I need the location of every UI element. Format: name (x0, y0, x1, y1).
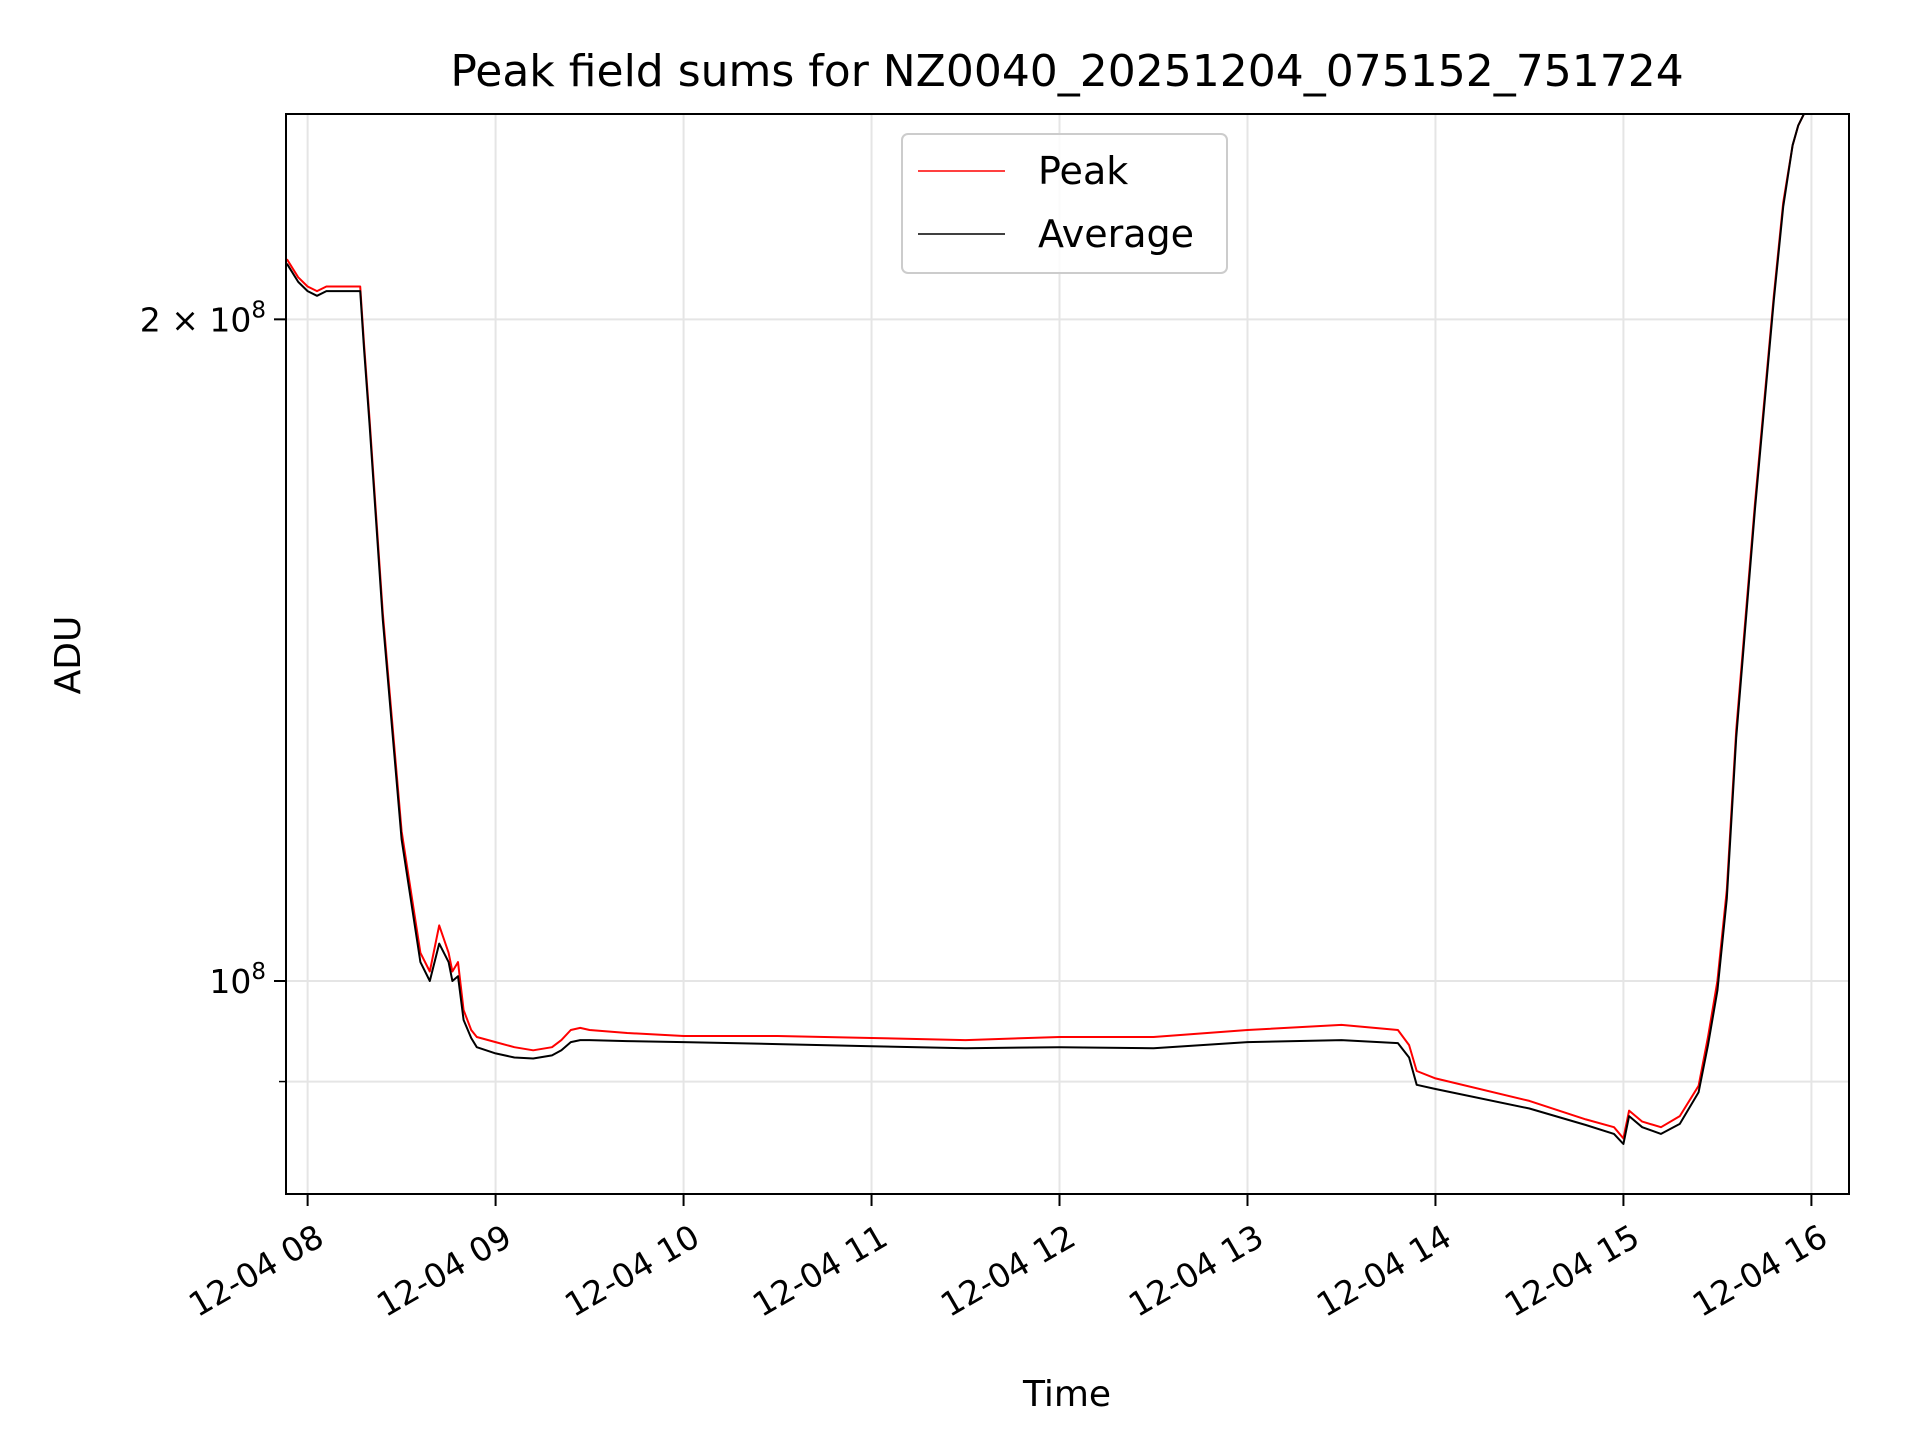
x-tick-label: 12-04 12 (934, 1217, 1082, 1325)
plot-lines (286, 114, 1849, 1145)
x-tick-label: 12-04 08 (182, 1217, 330, 1325)
x-tick-label: 12-04 10 (558, 1217, 706, 1325)
legend-peak-label: Peak (1038, 149, 1128, 193)
y-axis-label: ADU (48, 616, 89, 695)
grid (286, 114, 1849, 1194)
x-tick-label: 12-04 13 (1122, 1217, 1270, 1325)
chart-title: Peak field sums for NZ0040_20251204_0751… (450, 46, 1683, 97)
series-line-average (286, 114, 1849, 1145)
x-tick-label: 12-04 11 (746, 1217, 894, 1325)
x-axis: 12-04 08 12-04 09 12-04 10 12-04 11 12-04 12… (182, 1194, 1834, 1325)
legend-box (901, 133, 1228, 274)
y-axis: 2 × 108 108 (140, 297, 286, 1083)
plot-frame (285, 113, 1850, 1195)
legend-average-label: Average (1038, 212, 1194, 256)
x-tick-label: 12-04 14 (1310, 1217, 1458, 1325)
legend: Peak Average (901, 133, 1228, 274)
x-axis-label: Time (1022, 1374, 1111, 1415)
x-tick-label: 12-04 15 (1498, 1217, 1646, 1325)
y-tick-label: 2 × 108 (140, 297, 266, 339)
x-tick-label: 12-04 16 (1686, 1217, 1834, 1325)
series-line-peak (286, 114, 1849, 1140)
y-tick-label: 108 (209, 959, 266, 1001)
x-tick-label: 12-04 09 (370, 1217, 518, 1325)
